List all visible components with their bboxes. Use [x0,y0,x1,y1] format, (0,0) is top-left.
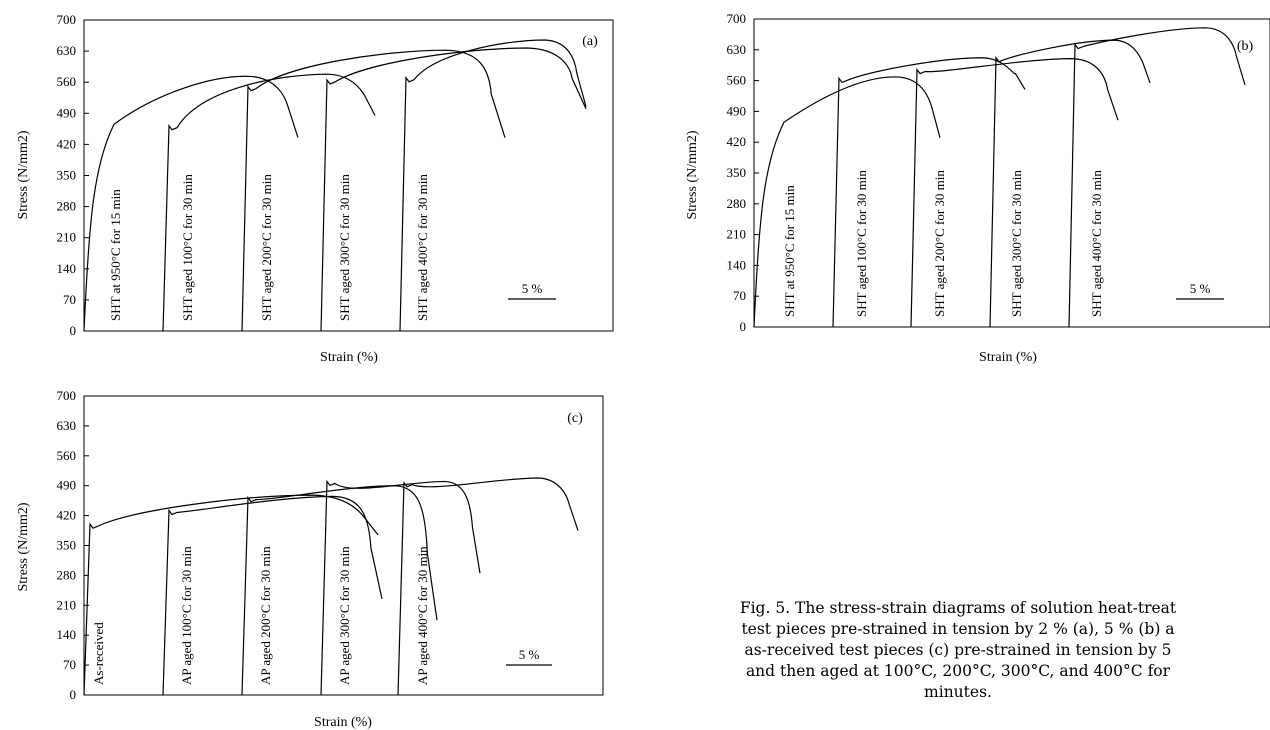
stress-strain-curve [320,47,587,332]
panel-letter: (c) [567,411,583,426]
y-tick-label: 0 [740,319,747,334]
y-tick-label: 490 [57,478,77,493]
y-tick-label: 350 [57,168,77,183]
curve-label: AP aged 200°C for 30 min [258,546,273,685]
caption-line-3: as-received test pieces (c) pre-strained… [744,641,1172,659]
y-tick-label: 70 [733,288,746,303]
x-axis-label: Strain (%) [979,350,1037,365]
y-tick-label: 280 [727,196,747,211]
y-tick-label: 350 [57,538,77,553]
chart-panel-a: 0 70 140 210 280 350 420 490 560 630 700 Strain (%)… [16,12,614,365]
panel-letter: (a) [582,34,598,49]
stress-strain-curve [320,479,481,696]
stress-strain-curve [241,485,438,696]
curve-label: AP aged 100°C for 30 min [179,546,194,685]
stress-strain-curve [397,477,579,696]
curve-label: SHT aged 300°C for 30 min [337,174,352,321]
panel-letter: (b) [1237,39,1254,54]
y-tick-label: 210 [57,230,77,245]
y-tick-label: 420 [727,134,747,149]
y-tick-label: 560 [57,74,77,89]
y-tick-label: 280 [57,567,77,582]
scale-bar-label: 5 % [522,281,543,296]
y-tick-label: 70 [63,657,76,672]
y-tick-label: 280 [57,199,77,214]
y-tick-label: 630 [57,418,77,433]
stress-strain-curve [83,494,379,696]
curve-label: SHT aged 200°C for 30 min [932,170,947,317]
caption-line-5: minutes. [924,683,992,701]
y-tick-label: 350 [727,165,747,180]
y-tick-label: 0 [70,323,77,338]
curve-label: SHT at 950°C for 15 min [108,189,123,321]
chart-panel-b: 0 70 140 210 280 350 420 490 560 630 700 Strain (%)… [685,11,1270,365]
y-tick-label: 560 [727,73,747,88]
stress-strain-curve [989,39,1151,328]
stress-strain-curve [241,49,506,332]
figure-caption: Fig. 5. The stress-strain diagrams of so… [638,598,1270,703]
y-tick-label: 210 [57,597,77,612]
caption-line-2: test pieces pre-strained in tension by 2… [741,620,1175,638]
stress-strain-curve [399,39,587,332]
curve-label: SHT aged 200°C for 30 min [259,174,274,321]
y-axis-label: Stress (N/mm2) [16,502,31,591]
y-tick-label: 140 [57,261,77,276]
y-tick-label: 490 [727,103,747,118]
curve-label: SHT aged 100°C for 30 min [180,174,195,321]
curve-label: AP aged 400°C for 30 min [415,546,430,685]
y-tick-label: 70 [63,292,76,307]
y-axis-label: Stress (N/mm2) [16,130,31,219]
caption-line-1: Fig. 5. The stress-strain diagrams of so… [739,599,1177,617]
y-tick-label: 560 [57,448,77,463]
stress-strain-curve [832,57,1026,328]
chart-panel-c: 0 70 140 210 280 350 420 490 560 630 700 Strain (%)… [16,388,604,730]
scale-bar-label: 5 % [1190,281,1211,296]
y-tick-label: 630 [57,43,77,58]
y-tick-label: 420 [57,136,77,151]
curve-label: SHT at 950°C for 15 min [782,185,797,317]
y-tick-label: 490 [57,105,77,120]
y-tick-label: 700 [57,12,77,27]
stress-strain-curve [162,495,383,696]
y-tick-label: 630 [727,42,747,57]
y-tick-label: 420 [57,508,77,523]
y-tick-label: 700 [727,11,747,26]
stress-strain-curve [83,75,299,332]
stress-strain-curve [162,73,376,332]
curve-label: As-received [91,622,106,685]
x-axis-label: Strain (%) [320,350,378,365]
y-axis-label: Stress (N/mm2) [685,130,700,219]
y-tick-label: 210 [727,227,747,242]
curve-label: SHT aged 300°C for 30 min [1009,170,1024,317]
curve-label: SHT aged 100°C for 30 min [854,170,869,317]
curve-label: SHT aged 400°C for 30 min [415,174,430,321]
scale-bar-label: 5 % [519,647,540,662]
stress-strain-curve [1068,27,1246,328]
y-tick-label: 0 [70,687,77,702]
stress-strain-curve [753,76,941,328]
y-tick-label: 140 [57,627,77,642]
caption-line-4: and then aged at 100°C, 200°C, 300°C, an… [745,662,1171,680]
y-tick-label: 700 [57,388,77,403]
y-tick-label: 140 [727,257,747,272]
stress-strain-curve [910,57,1119,328]
x-axis-label: Strain (%) [314,715,372,730]
curve-label: SHT aged 400°C for 30 min [1089,170,1104,317]
curve-label: AP aged 300°C for 30 min [337,546,352,685]
